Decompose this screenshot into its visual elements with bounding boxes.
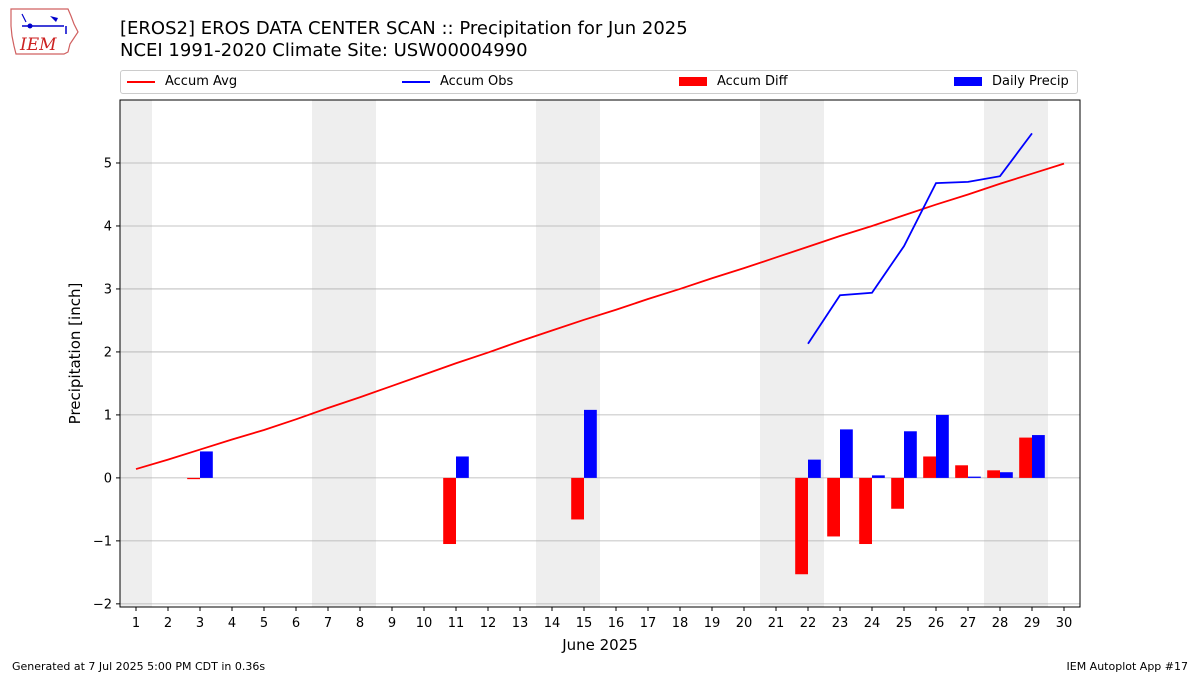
x-tick-label: 20 <box>736 616 753 631</box>
x-tick-label: 8 <box>356 616 364 631</box>
x-tick-label: 25 <box>896 616 913 631</box>
daily-precip-bar <box>872 475 885 478</box>
legend-swatch-accum-obs <box>402 80 430 83</box>
accum-diff-bar <box>859 477 872 545</box>
weekend-shade <box>760 100 792 607</box>
daily-precip-bar <box>456 456 469 478</box>
x-tick-label: 1 <box>132 616 140 631</box>
weekend-shade <box>536 100 568 607</box>
x-tick-label: 24 <box>864 616 881 631</box>
legend-label-accum-avg: Accum Avg <box>165 74 238 89</box>
x-tick-label: 21 <box>768 616 785 631</box>
x-tick-label: 23 <box>832 616 849 631</box>
legend-item-daily-precip: Daily Precip <box>954 74 1069 89</box>
x-tick-label: 15 <box>576 616 593 631</box>
y-tick-label: −2 <box>93 597 112 612</box>
accum-diff-bar <box>571 477 584 520</box>
accum-diff-bar <box>987 470 1000 478</box>
y-axis-label: Precipitation [inch] <box>66 283 84 425</box>
logo-text: IEM <box>19 35 57 55</box>
weekend-shade <box>1016 100 1048 607</box>
legend-label-accum-obs: Accum Obs <box>440 74 514 89</box>
x-tick-label: 11 <box>448 616 465 631</box>
x-tick-label: 10 <box>416 616 433 631</box>
x-tick-label: 16 <box>608 616 625 631</box>
x-axis-label: June 2025 <box>561 636 638 654</box>
x-tick-label: 3 <box>196 616 204 631</box>
x-tick-label: 30 <box>1056 616 1073 631</box>
x-tick-label: 28 <box>992 616 1009 631</box>
weekend-shade <box>120 100 152 607</box>
x-tick-label: 19 <box>704 616 721 631</box>
daily-precip-bar <box>904 431 917 478</box>
iowa-state-outline-icon: IEM <box>10 8 79 55</box>
chart-subtitle: NCEI 1991-2020 Climate Site: USW00004990 <box>120 40 528 61</box>
x-tick-label: 2 <box>164 616 172 631</box>
legend-label-daily-precip: Daily Precip <box>992 74 1069 89</box>
x-tick-label: 27 <box>960 616 977 631</box>
x-tick-label: 22 <box>800 616 817 631</box>
x-tick-label: 7 <box>324 616 332 631</box>
accum-diff-bar <box>795 477 808 575</box>
plot-frame <box>119 99 1081 608</box>
daily-precip-bar <box>1032 435 1045 478</box>
weekend-shade <box>312 100 344 607</box>
generated-timestamp: Generated at 7 Jul 2025 5:00 PM CDT in 0… <box>12 660 266 673</box>
y-tick-label: 3 <box>104 282 112 297</box>
accum-diff-bar <box>1019 437 1032 478</box>
accum-obs-line <box>807 132 1033 345</box>
x-tick-label: 18 <box>672 616 689 631</box>
weekend-shade <box>568 100 600 607</box>
daily-precip-bar <box>968 476 981 478</box>
daily-precip-bar <box>584 409 597 478</box>
chart-title: [EROS2] EROS DATA CENTER SCAN :: Precipi… <box>120 18 688 39</box>
y-tick-label: 4 <box>104 219 112 234</box>
daily-precip-bar <box>840 429 853 478</box>
daily-precip-bar <box>200 451 213 478</box>
x-tick-label: 29 <box>1024 616 1041 631</box>
x-tick-label: 17 <box>640 616 657 631</box>
x-tick-label: 9 <box>388 616 396 631</box>
x-tick-label: 12 <box>480 616 497 631</box>
accum-diff-bar <box>827 477 840 537</box>
legend-item-accum-obs: Accum Obs <box>402 74 513 89</box>
weekend-shade <box>344 100 376 607</box>
legend-item-accum-avg: Accum Avg <box>127 74 237 89</box>
y-tick-label: 0 <box>104 471 112 486</box>
accum-diff-bar <box>923 456 936 478</box>
iem-logo: IEM <box>8 6 80 62</box>
y-tick-label: 5 <box>104 156 112 171</box>
legend-swatch-accum-diff <box>679 77 707 86</box>
accum-diff-bar <box>443 477 456 545</box>
legend-label-accum-diff: Accum Diff <box>717 74 788 89</box>
x-tick-label: 5 <box>260 616 268 631</box>
chart-legend: Accum Avg Accum Obs Accum Diff Daily Pre… <box>120 70 1078 94</box>
app-credit: IEM Autoplot App #17 <box>1066 660 1189 673</box>
y-tick-label: 1 <box>104 408 112 423</box>
accum-diff-bar <box>891 477 904 509</box>
legend-item-accum-diff: Accum Diff <box>679 74 788 89</box>
accum-diff-bar <box>955 465 968 478</box>
daily-precip-bar <box>936 414 949 478</box>
accum-avg-line <box>135 162 1065 470</box>
accum-diff-bar <box>187 477 200 480</box>
daily-precip-bar <box>1000 472 1013 478</box>
x-tick-label: 14 <box>544 616 561 631</box>
daily-precip-bar <box>808 459 821 478</box>
legend-swatch-accum-avg <box>127 80 155 83</box>
y-tick-label: −1 <box>93 534 112 549</box>
x-tick-label: 13 <box>512 616 529 631</box>
x-tick-label: 4 <box>228 616 236 631</box>
legend-swatch-daily-precip <box>954 77 982 86</box>
x-tick-label: 6 <box>292 616 300 631</box>
x-tick-label: 26 <box>928 616 945 631</box>
y-tick-label: 2 <box>104 345 112 360</box>
